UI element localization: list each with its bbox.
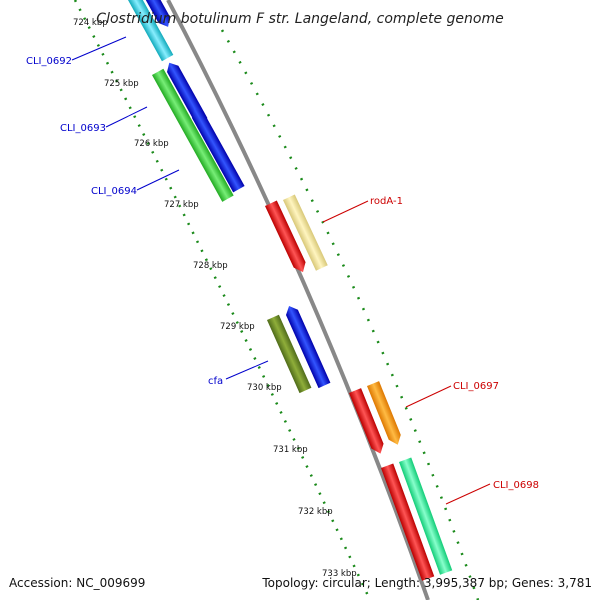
gene-feature-blue-2 xyxy=(167,62,208,125)
gene-label-roda-1[interactable]: rodA-1 xyxy=(370,196,403,207)
gene-feature-blue-3 xyxy=(192,108,245,193)
gene-feature-olive xyxy=(267,314,312,394)
gene-label-cli-0697[interactable]: CLI_0697 xyxy=(453,381,499,392)
kbp-label: 724 kbp xyxy=(73,18,108,28)
kbp-label: 732 kbp xyxy=(298,507,333,517)
kbp-label: 729 kbp xyxy=(220,322,255,332)
gene-feature-mint xyxy=(399,457,453,575)
kbp-label: 726 kbp xyxy=(134,139,169,149)
topology-label: Topology: circular; Length: 3,995,387 bp… xyxy=(261,576,592,590)
gene-label-cfa[interactable]: cfa xyxy=(208,376,223,387)
gene-feature-red-2 xyxy=(349,388,384,454)
kbp-label: 731 kbp xyxy=(273,445,308,455)
kbp-label: 725 kbp xyxy=(104,79,139,89)
gene-callout-lines xyxy=(71,36,491,505)
gene-feature-orange xyxy=(367,381,401,445)
gene-feature-blue-1 xyxy=(143,0,170,27)
outer-dotted-track xyxy=(220,29,480,600)
kbp-label: 733 kbp xyxy=(322,569,357,579)
accession-label: Accession: NC_009699 xyxy=(9,576,145,590)
gene-label-cli-0692[interactable]: CLI_0692 xyxy=(26,56,72,67)
gene-label-cli-0694[interactable]: CLI_0694 xyxy=(91,186,137,197)
gene-label-cli-0693[interactable]: CLI_0693 xyxy=(60,123,106,134)
gene-feature-blue-4 xyxy=(286,305,331,389)
kbp-label: 730 kbp xyxy=(247,383,282,393)
map-title: Clostridium botulinum F str. Langeland, … xyxy=(96,11,503,27)
kbp-scale-labels: 724 kbp 725 kbp 726 kbp 727 kbp 728 kbp … xyxy=(73,18,357,579)
gene-labels: CLI_0692 CLI_0693 CLI_0694 cfa rodA-1 CL… xyxy=(26,56,539,491)
gene-feature-red-1 xyxy=(265,200,306,273)
kbp-label: 727 kbp xyxy=(164,200,199,210)
gene-feature-green xyxy=(152,68,234,202)
gene-label-cli-0698[interactable]: CLI_0698 xyxy=(493,480,539,491)
kbp-label: 728 kbp xyxy=(193,261,228,271)
gene-feature-cyan xyxy=(128,0,174,62)
gene-feature-yellow xyxy=(283,194,328,271)
genome-backbone xyxy=(166,0,430,600)
gene-feature-red-3 xyxy=(381,463,435,581)
